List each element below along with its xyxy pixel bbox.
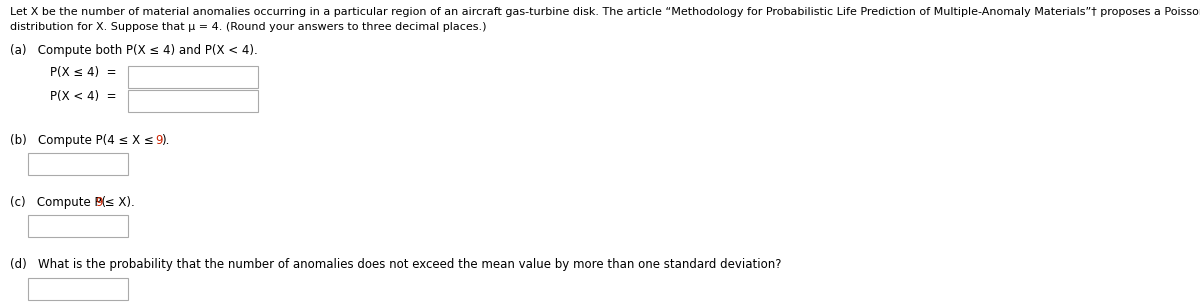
- FancyBboxPatch shape: [128, 66, 258, 88]
- Text: (c)   Compute P(: (c) Compute P(: [10, 196, 106, 209]
- Text: P(X < 4)  =: P(X < 4) =: [50, 90, 116, 103]
- Text: ).: ).: [161, 134, 169, 147]
- FancyBboxPatch shape: [28, 278, 128, 300]
- FancyBboxPatch shape: [28, 153, 128, 175]
- Text: (d)   What is the probability that the number of anomalies does not exceed the m: (d) What is the probability that the num…: [10, 258, 781, 271]
- Text: Let X be the number of material anomalies occurring in a particular region of an: Let X be the number of material anomalie…: [10, 7, 1200, 17]
- Text: (a)   Compute both P(X ≤ 4) and P(X < 4).: (a) Compute both P(X ≤ 4) and P(X < 4).: [10, 44, 258, 57]
- Text: (b)   Compute P(4 ≤ X ≤: (b) Compute P(4 ≤ X ≤: [10, 134, 157, 147]
- Text: ≤ X).: ≤ X).: [101, 196, 134, 209]
- Text: 9: 9: [95, 196, 102, 209]
- FancyBboxPatch shape: [28, 215, 128, 237]
- Text: P(X ≤ 4)  =: P(X ≤ 4) =: [50, 66, 116, 79]
- Text: distribution for X. Suppose that μ = 4. (Round your answers to three decimal pla: distribution for X. Suppose that μ = 4. …: [10, 22, 486, 32]
- Text: 9: 9: [155, 134, 162, 147]
- FancyBboxPatch shape: [128, 90, 258, 112]
